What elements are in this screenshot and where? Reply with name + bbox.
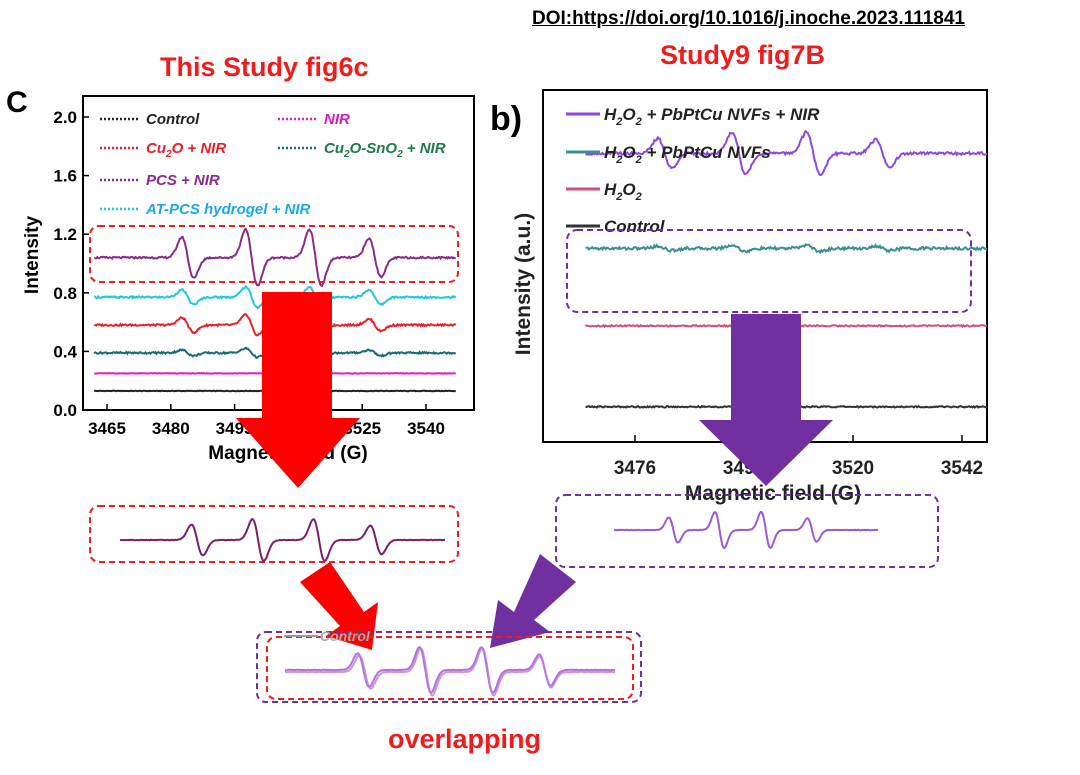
overlap-inner-box	[266, 636, 634, 700]
purple-diagonal-arrow	[490, 554, 576, 648]
left-y-tick-label: 2.0	[53, 108, 77, 127]
right-highlight-box	[566, 229, 972, 313]
right-panel-label: b)	[490, 100, 522, 138]
left-y-axis-label: Intensity	[22, 216, 43, 295]
left-y-axis: 0.0 0.4 0.8 1.2 1.6 2.0	[53, 108, 89, 420]
purple-down-arrow	[699, 314, 833, 486]
legend-nir: NIR	[324, 111, 350, 128]
legend-at-pcs-hydrogel-nir: AT-PCS hydrogel + NIR	[145, 201, 310, 218]
left-x-tick-label: 3480	[152, 419, 190, 438]
left-y-tick-label: 0.4	[53, 342, 77, 361]
right-legend: H2O2 + PbPtCu NVFs + NIR H2O2 + PbPtCu N…	[566, 105, 820, 236]
red-diagonal-arrow	[300, 562, 378, 650]
doi-reference: DOI:https://doi.org/10.1016/j.inoche.202…	[532, 8, 965, 29]
right-figure-title: Study9 fig7B	[660, 40, 826, 70]
left-y-tick-label: 0.8	[53, 284, 77, 303]
right-x-tick-label: 3476	[614, 458, 656, 479]
right-x-axis-label: Magnetic field (G)	[685, 482, 861, 505]
right-y-axis-label: Intensity (a.u.)	[512, 213, 535, 355]
left-panel-label: C	[6, 86, 28, 119]
legend-control-right: Control	[604, 217, 666, 236]
left-highlight-box	[89, 225, 459, 283]
right-x-tick-label: 3520	[832, 458, 874, 479]
overlapping-label: overlapping	[388, 724, 542, 754]
extracted-left-box	[89, 505, 459, 563]
legend-cu2o-sno2-nir: Cu2O-SnO2 + NIR	[324, 140, 446, 160]
right-series-line	[585, 242, 987, 255]
left-x-tick-label: 3540	[407, 419, 445, 438]
left-x-tick-label: 3465	[88, 419, 126, 438]
left-series-line	[94, 227, 456, 287]
left-figure-title: This Study fig6c	[160, 52, 369, 82]
left-y-tick-label: 1.2	[53, 225, 77, 244]
overlap-trace-this-study	[284, 646, 616, 694]
left-y-tick-label: 1.6	[53, 167, 77, 186]
extracted-right-box	[555, 494, 939, 568]
ghost-control-text: Control	[320, 628, 371, 644]
legend-control: Control	[146, 111, 200, 128]
right-x-axis: 3476 3498 3520 3542	[614, 435, 983, 479]
legend-h2o2: H2O2	[604, 180, 642, 203]
extracted-left-trace	[119, 517, 446, 563]
red-down-arrow	[236, 292, 360, 488]
overlap-outer-box	[256, 631, 642, 703]
left-chart: C 0.00.40.81.21.62.0 3465348034953510352…	[6, 86, 475, 464]
extracted-right-trace	[614, 510, 879, 549]
left-y-tick-label: 0.0	[53, 401, 77, 420]
right-series-line	[585, 129, 987, 177]
legend-h2o2-nvfs-nir: H2O2 + PbPtCu NVFs + NIR	[604, 105, 820, 128]
legend-h2o2-nvfs: H2O2 + PbPtCu NVFs	[604, 143, 771, 166]
left-legend: Control NIR Cu2O + NIR Cu2O-SnO2 + NIR P…	[100, 111, 446, 218]
overlap-trace-study9	[285, 647, 615, 697]
legend-cu2o-nir: Cu2O + NIR	[146, 140, 226, 160]
right-chart: b) 3476 3498 3520 3542 Intensity (a.u.) Mag…	[490, 89, 988, 505]
legend-pcs-nir: PCS + NIR	[146, 172, 220, 189]
right-x-tick-label: 3542	[941, 458, 983, 479]
